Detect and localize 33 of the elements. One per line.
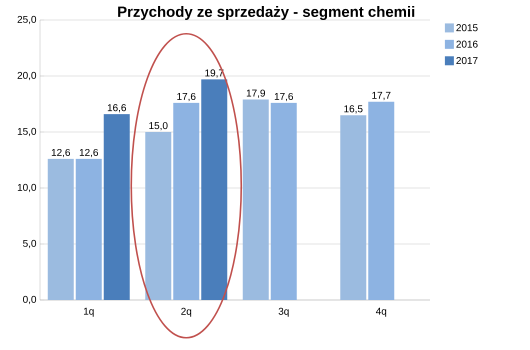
- bar: [368, 102, 394, 300]
- bar: [104, 114, 130, 300]
- legend-label: 2015: [456, 24, 478, 32]
- bar: [76, 158, 102, 300]
- bar: [242, 100, 269, 300]
- legend-label: 2017: [456, 57, 478, 64]
- legend-label: 2016: [456, 40, 478, 48]
- y-tick-label: 0,0: [23, 296, 36, 304]
- y-tick-label: 10,0: [18, 184, 36, 192]
- bar: [173, 102, 200, 300]
- x-tick-label: 2q: [181, 308, 192, 317]
- data-label: 17,9: [246, 90, 265, 98]
- data-label: 17,7: [372, 92, 390, 100]
- bar: [145, 132, 172, 300]
- data-label: 15,0: [149, 122, 168, 130]
- bar: [270, 102, 297, 300]
- chart-title: Przychody ze sprzedaży - segment chemii: [118, 6, 414, 20]
- y-tick-label: 25,0: [18, 16, 36, 24]
- x-tick-label: 4q: [376, 308, 386, 317]
- data-label: 17,6: [274, 92, 294, 102]
- bar: [201, 79, 228, 300]
- y-tick-label: 5,0: [23, 240, 36, 248]
- data-label: 17,6: [177, 92, 196, 102]
- y-tick-label: 20,0: [18, 72, 36, 80]
- data-label: 16,5: [344, 105, 363, 114]
- bar: [340, 115, 366, 300]
- data-label: 12,6: [52, 148, 70, 158]
- y-tick-label: 15,0: [18, 128, 36, 136]
- x-tick-label: 3q: [278, 308, 289, 317]
- data-label: 12,6: [80, 148, 98, 158]
- x-tick-label: 1q: [84, 308, 94, 317]
- data-label: 16,6: [108, 104, 126, 112]
- bar: [48, 158, 74, 300]
